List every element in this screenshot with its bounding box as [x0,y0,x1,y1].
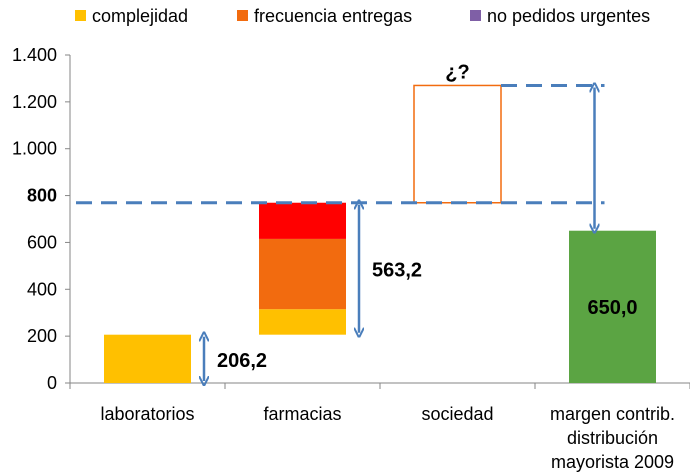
x-tick-label: sociedad [421,404,493,424]
legend-swatch [237,10,248,21]
x-tick-label: margen contrib. [550,404,675,424]
reference-lines [76,83,605,205]
bar-segment [259,238,346,310]
bar-segment [413,84,502,204]
y-tick-label: 600 [27,232,57,252]
bar-segment [259,309,346,335]
y-tick-label: 200 [27,326,57,346]
arrow-value-label: 206,2 [217,350,267,372]
x-axis: laboratorios farmacias sociedad margen cont… [69,382,690,472]
legend-swatch [470,10,481,21]
x-tick-label: distribución [567,428,658,448]
arrows: 206,2 563,2 [204,87,595,381]
legend: complejidad frecuencia entregas no pedidos… [75,6,650,26]
arrow-value-label: 563,2 [372,260,422,282]
bar-value-label: ¿? [445,61,469,83]
bar-segment [259,202,346,239]
x-tick-label: mayorista 2009 [551,452,674,472]
bars [104,84,656,383]
y-tick-label: 1.400 [12,45,57,65]
y-axis: 0 200 400 600 800 1.000 1.200 1.400 [12,45,71,393]
legend-swatch [75,10,86,21]
legend-label: frecuencia entregas [254,6,412,26]
y-tick-label: 400 [27,279,57,299]
y-tick-label: 0 [47,373,57,393]
legend-label: no pedidos urgentes [487,6,650,26]
bar-segment [104,334,191,383]
y-tick-label: 1.000 [12,139,57,159]
legend-label: complejidad [92,6,188,26]
y-tick-label: 800 [27,186,57,206]
bar-value-label: 650,0 [587,297,637,319]
bar-segment [569,230,656,383]
x-tick-label: farmacias [263,404,341,424]
value-labels: ¿? 650,0 [445,61,637,318]
x-tick-label: laboratorios [100,404,194,424]
y-tick-label: 1.200 [12,92,57,112]
